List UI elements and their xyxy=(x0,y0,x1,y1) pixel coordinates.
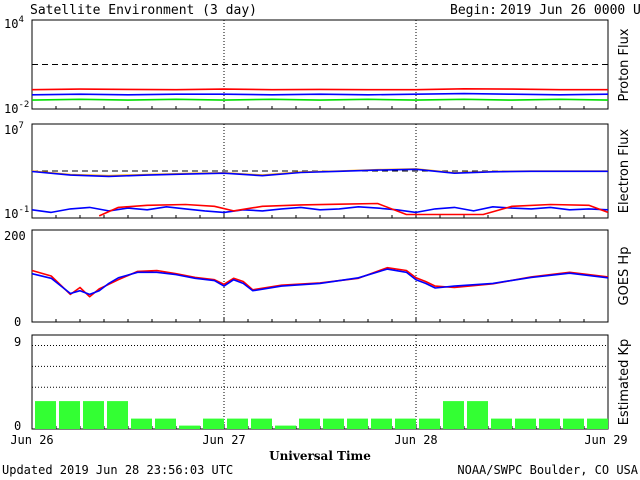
kp-bar xyxy=(395,418,416,429)
kp-bar xyxy=(539,418,560,429)
kp-bar xyxy=(35,401,56,429)
xtick-jun28: Jun 28 xyxy=(394,433,437,447)
electron-ylabel: Electron Flux xyxy=(617,128,632,213)
kp-bar xyxy=(419,418,440,429)
kp-bar xyxy=(515,418,536,429)
goes-panel-frame xyxy=(31,229,609,323)
kp-bar xyxy=(251,418,272,429)
kp-bar xyxy=(275,425,296,429)
proton-series-green-line xyxy=(31,98,609,101)
series-layer xyxy=(31,88,609,429)
kp-bar xyxy=(347,418,368,429)
proton-ylabel: Proton Flux xyxy=(617,28,632,101)
kp-bar xyxy=(59,401,80,429)
proton-ytick-bottom: 10-2 xyxy=(4,100,29,116)
kp-bar xyxy=(107,401,128,429)
kp-ytick-top: 9 xyxy=(14,335,21,349)
kp-bar xyxy=(443,401,464,429)
proton-panel-frame xyxy=(31,19,609,110)
kp-bar xyxy=(179,425,200,429)
goes-ytick-top: 200 xyxy=(4,229,26,243)
electron-series-blue-line xyxy=(31,206,609,214)
xaxis-title: Universal Time xyxy=(269,449,371,463)
kp-ytick-bottom: 0 xyxy=(14,419,21,433)
kp-bar xyxy=(203,418,224,429)
kp-bar xyxy=(131,418,152,429)
goes-ylabel: GOES Hp xyxy=(617,247,632,306)
electron-ytick-bottom: 10-1 xyxy=(4,205,29,221)
xtick-jun26: Jun 26 xyxy=(10,433,53,447)
goes-ytick-bottom: 0 xyxy=(14,315,21,329)
goes_hp-series-blue-line xyxy=(31,268,609,296)
credit-text: NOAA/SWPC Boulder, CO USA xyxy=(457,463,638,477)
kp-bar xyxy=(155,418,176,429)
kp-bar xyxy=(491,418,512,429)
begin-value: 2019 Jun 26 0000 UTC xyxy=(500,3,640,18)
electron-series-red-line xyxy=(98,202,609,217)
grid-layer xyxy=(31,20,609,429)
proton-series-red-line xyxy=(31,88,608,91)
kp-bar xyxy=(587,418,608,429)
xtick-jun29: Jun 29 xyxy=(584,433,627,447)
kp-bar xyxy=(323,418,344,429)
begin-label: Begin: xyxy=(450,3,497,18)
chart-title: Satellite Environment (3 day) xyxy=(30,3,257,18)
kp-bar xyxy=(299,418,320,429)
electron-series-blue-line xyxy=(31,168,608,178)
kp-bar xyxy=(227,418,248,429)
goes_hp-series-red-line xyxy=(31,266,609,298)
proton-series-blue-line xyxy=(31,92,609,96)
kp-bar xyxy=(563,418,584,429)
kp-bar xyxy=(467,401,488,429)
electron-ytick-top: 107 xyxy=(4,121,24,137)
kp-ylabel: Estimated Kp xyxy=(617,339,632,426)
xtick-jun27: Jun 27 xyxy=(202,433,245,447)
updated-text: Updated 2019 Jun 28 23:56:03 UTC xyxy=(2,463,233,477)
proton-ytick-top: 104 xyxy=(4,15,24,31)
kp-bar xyxy=(371,418,392,429)
kp-bar xyxy=(83,401,104,429)
